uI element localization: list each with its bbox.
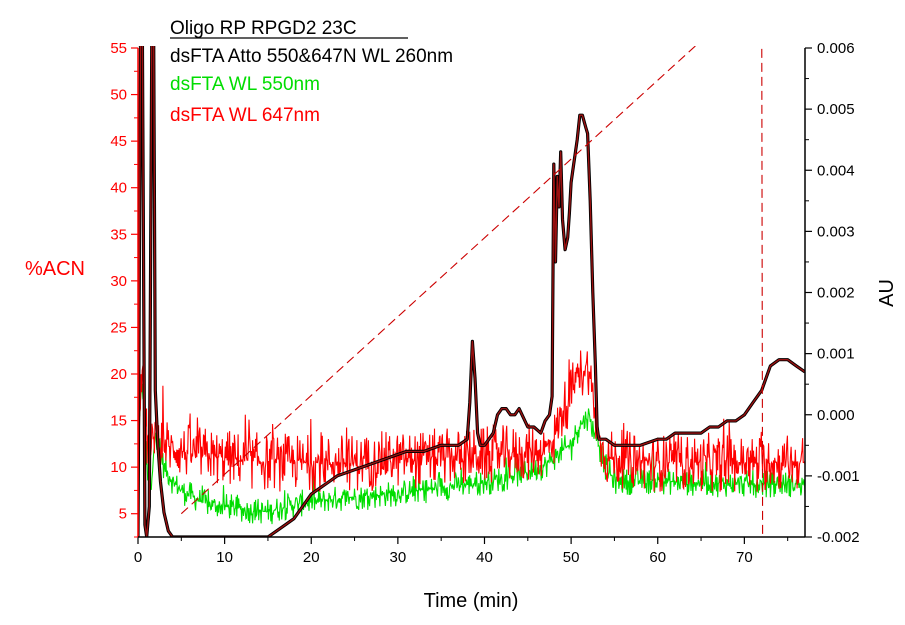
series-layer [138, 46, 805, 537]
x-axis-title: Time (min) [424, 590, 519, 612]
x-tick-label: 30 [390, 549, 407, 566]
legend-heading: Oligo RP RPGD2 23C [170, 18, 357, 39]
right-tick-label: 0.006 [817, 40, 855, 57]
x-tick-label: 20 [303, 549, 320, 566]
right-tick-label: -0.002 [817, 529, 860, 546]
left-tick-label: 10 [110, 459, 127, 476]
right-tick-label: 0.002 [817, 285, 855, 302]
right-tick-label: 0.003 [817, 223, 855, 240]
left-axis-title: %ACN [25, 258, 85, 280]
right-axis-title: AU [876, 279, 898, 307]
right-tick-label: 0.005 [817, 101, 855, 118]
left-tick-label: 25 [110, 319, 127, 336]
x-tick-label: 0 [134, 549, 142, 566]
series-line-260nm [138, 46, 805, 537]
x-tick-label: 70 [736, 549, 753, 566]
left-tick-label: 50 [110, 87, 127, 104]
x-tick-label: 50 [563, 549, 580, 566]
right-tick-label: 0.004 [817, 162, 855, 179]
left-tick-label: 20 [110, 366, 127, 383]
right-tick-label: 0.001 [817, 346, 855, 363]
left-tick-label: 45 [110, 133, 127, 150]
x-tick-label: 10 [216, 549, 233, 566]
legend-entry-647nm: dsFTA WL 647nm [170, 105, 320, 126]
legend: Oligo RP RPGD2 23C dsFTA Atto 550&647N W… [170, 18, 453, 126]
series-line-acn-gradient [180, 46, 805, 537]
left-tick-label: 55 [110, 40, 127, 57]
right-tick-label: 0.000 [817, 407, 855, 424]
x-tick-label: 40 [476, 549, 493, 566]
series-line-550nm [138, 383, 805, 525]
legend-entry-260nm: dsFTA Atto 550&647N WL 260nm [170, 46, 453, 67]
left-tick-label: 30 [110, 273, 127, 290]
series-line-647nm [138, 350, 805, 492]
left-tick-label: 15 [110, 413, 127, 430]
legend-entry-550nm: dsFTA WL 550nm [170, 74, 320, 95]
left-tick-label: 5 [119, 506, 127, 523]
left-tick-label: 40 [110, 180, 127, 197]
right-tick-label: -0.001 [817, 468, 860, 485]
axes-layer: 0 10 20 30 40 50 60 70 5 10 15 20 25 30 35 40 45 50 55 -0.0… [110, 40, 859, 566]
left-tick-label: 35 [110, 226, 127, 243]
x-tick-label: 60 [649, 549, 666, 566]
